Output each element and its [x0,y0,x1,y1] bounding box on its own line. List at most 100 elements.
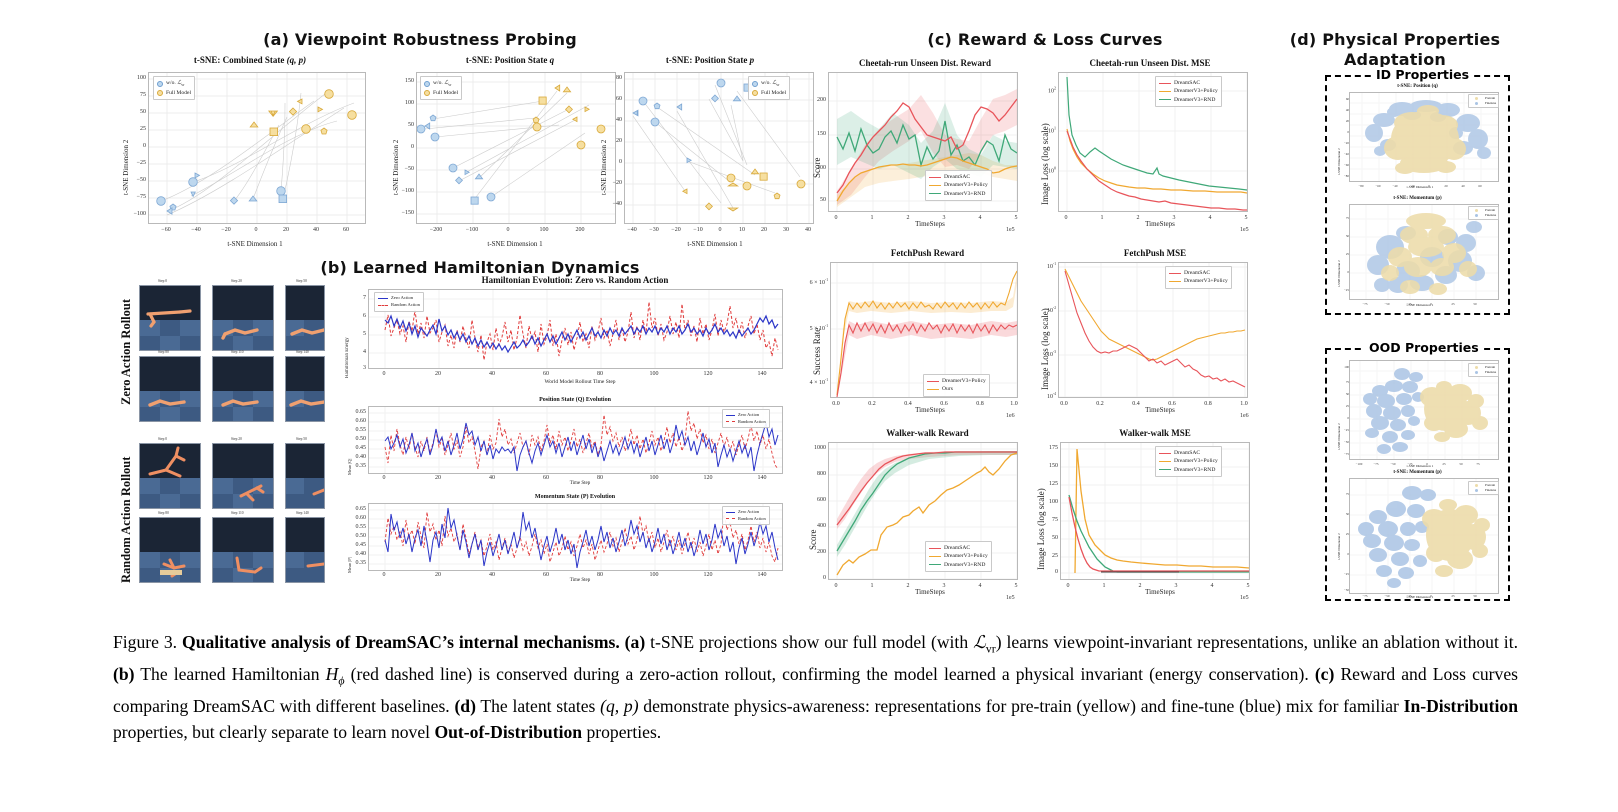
hamiltonian-xlabel: World Model Rollout Time Step [544,379,616,385]
tick: −20 [1344,141,1349,145]
tick: 60 [616,96,622,102]
legend-label-random: Random Action [391,301,420,307]
ood-momentum-p-title: t-SNE: Momentum (p) [1393,470,1442,475]
momentum-p-legend[interactable]: Zero Action Random Action [722,506,770,526]
legend-label-dreamsac: DreamSAC [944,174,971,180]
tick: −10 [693,227,703,233]
tick: −50 [1344,588,1349,592]
ood-position-q-frame [1349,360,1499,460]
legend-label-ablation: w/o. ℒvr [433,80,452,88]
position-q-title: Position State (Q) Evolution [539,397,611,403]
legend-dot-finetune [1475,213,1478,217]
tick: 75 [140,92,146,98]
tick: 5 × 10-1 [809,324,828,332]
fetchpush-mse-legend[interactable]: DreamSAC DreamerV3+Policy [1165,266,1232,289]
tick: −100 [465,227,479,233]
ood-position-q-legend[interactable]: Pretrain Finetune [1468,363,1500,377]
legend-label-dreamsac: DreamSAC [1184,270,1211,276]
tick: 3 [942,583,946,589]
position-q-frame [368,406,783,474]
tsne-q-legend[interactable]: w/o. ℒvr Full Model [420,76,463,101]
tick: 200 [817,97,826,103]
legend-dot-finetune [1475,370,1478,374]
id-momentum-p-legend[interactable]: Pretrain Finetune [1468,206,1500,220]
tsne-p-legend[interactable]: w/o. ℒvr Full Model [748,76,791,101]
tick: 800 [817,471,826,477]
tick: −25 [136,160,146,166]
legend-line-random [726,421,735,423]
walker-mse-legend[interactable]: DreamSAC DreamerV3+Policy DreamerV3+RND [1155,446,1222,478]
tick: 10-3 [1047,350,1056,358]
legend-label-dreamsac: DreamSAC [1174,450,1201,456]
tick: 4 [1210,583,1214,589]
tick: −25 [1406,594,1412,598]
hamiltonian-legend[interactable]: Zero Action Random Action [374,292,424,312]
tick: 400 [817,523,826,529]
cheetah-mse-legend[interactable]: DreamSAC DreamerV3+Policy DreamerV3+RND [1155,76,1222,108]
tick: 25 [140,126,146,132]
legend-label-rnd: DreamerV3+RND [944,561,986,568]
panel-a-title: (a) Viewpoint Robustness Probing [263,30,577,49]
tick: 20 [1444,184,1448,188]
tick: 0 [411,144,414,150]
cheetah-reward-legend[interactable]: DreamSAC DreamerV3+Policy DreamerV3+RND [925,170,992,202]
legend-label-zero: Zero Action [391,295,414,300]
legend-line-dreamsac [1159,452,1171,454]
tick: 50 [140,109,146,115]
tick: 0.2 [868,401,876,407]
tick: 50 [1473,594,1477,598]
tick: 6 [363,313,366,319]
tick: 600 [817,497,826,503]
legend-label-ablation: w/o. ℒvr [761,80,780,88]
momentum-p-frame [368,503,783,571]
legend-line-rnd [929,564,941,566]
rollout-step-caption: Step 50 [296,279,307,283]
legend-dot-finetune [1475,101,1478,105]
tick: −75 [136,194,146,200]
legend-label-policy: DreamerV3+Policy [942,378,986,384]
tick: 2 [1136,215,1140,221]
legend-label-policy: DreamerV3+Policy [944,553,988,560]
tick: −50 [1390,462,1396,466]
tick: 25 [1345,252,1349,256]
legend-line-policy [1159,91,1171,93]
id-position-q-legend[interactable]: Pretrain Finetune [1468,94,1500,108]
rollout-frame [212,285,274,351]
tick: −20 [612,180,622,186]
fetchpush-reward-legend[interactable]: DreamerV3+Policy Ours [923,374,990,397]
tsne-combined-legend[interactable]: w/o. ℒvr Full Model [153,76,196,101]
tick: 200 [817,549,826,555]
tick: 50 [1345,234,1349,238]
tick: 140 [757,475,767,481]
tick: 25 [1345,404,1349,408]
caption-figure-number: Figure 3. [113,632,178,652]
momentum-p-xlabel: Time Step [569,578,591,583]
tick: 20 [435,572,441,578]
tick: 0 [382,475,386,481]
legend-label-rnd: DreamerV3+RND [944,190,986,197]
legend-line-ours [927,389,939,391]
tick: −50 [136,177,146,183]
tick: 0 [1428,184,1430,188]
tick: −50 [1384,594,1390,598]
ood-momentum-p-legend[interactable]: Pretrain Finetune [1468,481,1500,495]
caption-title: Qualitative analysis of DreamSAC’s inter… [182,632,620,652]
fetchpush-reward-title: FetchPush Reward [890,248,965,258]
tick: 60 [543,572,549,578]
tick: −20 [671,227,681,233]
panel-d-title-line1: (d) Physical Properties [1289,30,1501,49]
tick: 100 [649,475,659,481]
tick: 20 [435,371,441,377]
position-q-legend[interactable]: Zero Action Random Action [722,409,770,429]
tick: −20 [221,227,231,233]
tick: 1 [870,215,874,221]
walker-reward-legend[interactable]: DreamSAC DreamerV3+Policy DreamerV3+RND [925,541,992,573]
legend-label-rnd: DreamerV3+RND [1174,466,1216,473]
tick: 80 [616,75,622,81]
rollout-frame [139,285,201,351]
tsne-p-xlabel: t-SNE Dimension 1 [687,240,743,248]
tick: 175 [1049,445,1058,451]
tick: 0.0 [832,401,840,407]
tick: 20 [283,227,289,233]
